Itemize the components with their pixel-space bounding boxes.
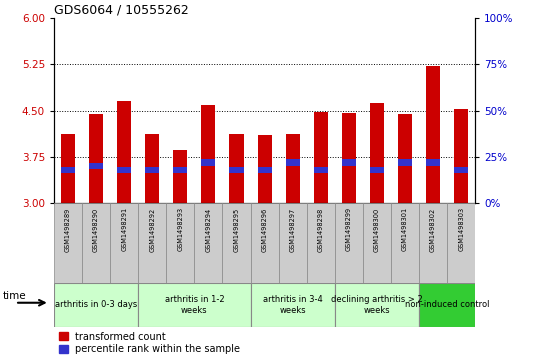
Bar xyxy=(426,159,440,166)
Bar xyxy=(201,105,215,203)
Text: non-induced control: non-induced control xyxy=(405,301,489,309)
Bar xyxy=(89,163,103,169)
Bar xyxy=(342,113,356,203)
Bar xyxy=(454,167,468,173)
Text: GSM1498294: GSM1498294 xyxy=(205,207,212,252)
Bar xyxy=(314,112,328,203)
Text: GSM1498297: GSM1498297 xyxy=(289,207,296,252)
FancyBboxPatch shape xyxy=(279,203,307,283)
Text: arthritis in 0-3 days: arthritis in 0-3 days xyxy=(55,301,137,309)
Text: arthritis in 3-4
weeks: arthritis in 3-4 weeks xyxy=(263,295,322,315)
Text: GSM1498289: GSM1498289 xyxy=(65,207,71,252)
Text: GSM1498299: GSM1498299 xyxy=(346,207,352,252)
FancyBboxPatch shape xyxy=(335,283,419,327)
FancyBboxPatch shape xyxy=(447,203,475,283)
Text: GSM1498303: GSM1498303 xyxy=(458,207,464,252)
Legend: transformed count, percentile rank within the sample: transformed count, percentile rank withi… xyxy=(59,331,240,355)
Bar xyxy=(370,103,384,203)
Bar xyxy=(454,110,468,203)
FancyBboxPatch shape xyxy=(138,203,166,283)
Text: GSM1498293: GSM1498293 xyxy=(177,207,184,252)
FancyBboxPatch shape xyxy=(391,203,419,283)
Bar xyxy=(230,167,244,173)
Bar xyxy=(230,134,244,203)
Bar xyxy=(342,159,356,166)
Bar xyxy=(117,167,131,173)
FancyBboxPatch shape xyxy=(54,203,82,283)
Bar xyxy=(145,167,159,173)
Bar xyxy=(370,167,384,173)
Text: GSM1498300: GSM1498300 xyxy=(374,207,380,252)
Bar xyxy=(426,66,440,203)
Bar xyxy=(201,159,215,166)
FancyBboxPatch shape xyxy=(110,203,138,283)
Text: time: time xyxy=(3,291,26,301)
Bar xyxy=(61,167,75,173)
FancyBboxPatch shape xyxy=(419,283,475,327)
Bar xyxy=(89,114,103,203)
Text: GSM1498292: GSM1498292 xyxy=(149,207,156,252)
FancyBboxPatch shape xyxy=(194,203,222,283)
Bar xyxy=(314,167,328,173)
FancyBboxPatch shape xyxy=(54,283,138,327)
Text: GSM1498301: GSM1498301 xyxy=(402,207,408,252)
Bar xyxy=(286,159,300,166)
Text: GSM1498295: GSM1498295 xyxy=(233,207,240,252)
Bar xyxy=(61,134,75,203)
Bar xyxy=(258,135,272,203)
Bar xyxy=(145,134,159,203)
Text: GSM1498290: GSM1498290 xyxy=(93,207,99,252)
FancyBboxPatch shape xyxy=(222,203,251,283)
Bar xyxy=(173,150,187,203)
Bar xyxy=(258,167,272,173)
Bar xyxy=(398,159,412,166)
FancyBboxPatch shape xyxy=(138,283,251,327)
Bar xyxy=(286,134,300,203)
FancyBboxPatch shape xyxy=(166,203,194,283)
Bar xyxy=(398,114,412,203)
FancyBboxPatch shape xyxy=(82,203,110,283)
Text: GSM1498302: GSM1498302 xyxy=(430,207,436,252)
Text: GDS6064 / 10555262: GDS6064 / 10555262 xyxy=(54,4,189,17)
Text: arthritis in 1-2
weeks: arthritis in 1-2 weeks xyxy=(165,295,224,315)
FancyBboxPatch shape xyxy=(335,203,363,283)
FancyBboxPatch shape xyxy=(251,203,279,283)
FancyBboxPatch shape xyxy=(419,203,447,283)
Bar xyxy=(117,101,131,203)
FancyBboxPatch shape xyxy=(363,203,391,283)
FancyBboxPatch shape xyxy=(251,283,335,327)
Text: declining arthritis > 2
weeks: declining arthritis > 2 weeks xyxy=(331,295,423,315)
Text: GSM1498296: GSM1498296 xyxy=(261,207,268,252)
Text: GSM1498291: GSM1498291 xyxy=(121,207,127,252)
Text: GSM1498298: GSM1498298 xyxy=(318,207,324,252)
Bar xyxy=(173,167,187,173)
FancyBboxPatch shape xyxy=(307,203,335,283)
